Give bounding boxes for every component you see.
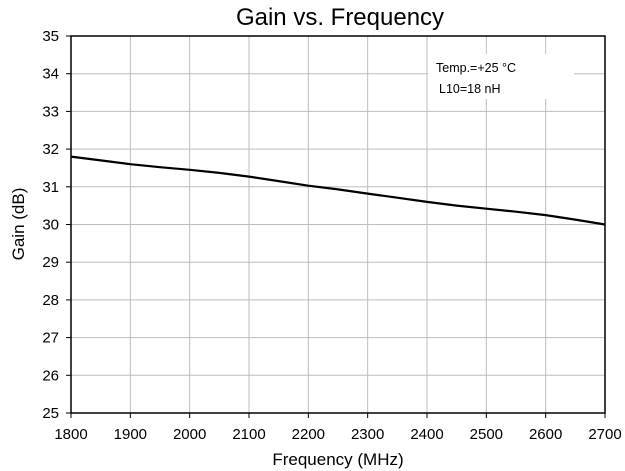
y-tick-label: 26 (42, 367, 59, 384)
y-tick-label: 35 (42, 28, 59, 45)
x-tick-label: 2700 (588, 426, 621, 443)
y-tick-label: 29 (42, 254, 59, 271)
x-tick-label: 2500 (470, 426, 503, 443)
y-tick-label: 34 (42, 66, 59, 83)
annotation-inductor: L10=18 nH (439, 82, 501, 96)
gain-series-line (70, 155, 606, 226)
x-tick-label: 2600 (529, 426, 562, 443)
y-tick-label: 30 (42, 217, 59, 234)
x-tick-labels: 1800 1900 2000 2100 2200 2300 2400 2500 2600 2700 (54, 413, 622, 443)
x-tick-label: 2300 (351, 426, 384, 443)
chart-title: Gain vs. Frequency (236, 4, 444, 31)
x-tick-label: 2200 (292, 426, 325, 443)
y-tick-label: 28 (42, 292, 59, 309)
y-axis-label: Gain (dB) (9, 188, 28, 261)
y-tick-labels: 25 26 27 28 29 30 31 32 33 34 35 (42, 28, 71, 422)
annotation-box (428, 54, 574, 99)
y-tick-label: 32 (42, 141, 59, 158)
x-tick-label: 1800 (54, 426, 87, 443)
y-tick-label: 25 (42, 405, 59, 422)
y-tick-label: 27 (42, 330, 59, 347)
y-tick-label: 33 (42, 103, 59, 120)
y-tick-label: 31 (42, 179, 59, 196)
x-tick-label: 2000 (173, 426, 206, 443)
x-tick-label: 2400 (410, 426, 443, 443)
series-layer (70, 155, 606, 226)
x-axis-label: Frequency (MHz) (272, 450, 403, 469)
annotation-temperature: Temp.=+25 °C (436, 61, 516, 75)
x-tick-label: 2100 (232, 426, 265, 443)
x-tick-label: 1900 (114, 426, 147, 443)
